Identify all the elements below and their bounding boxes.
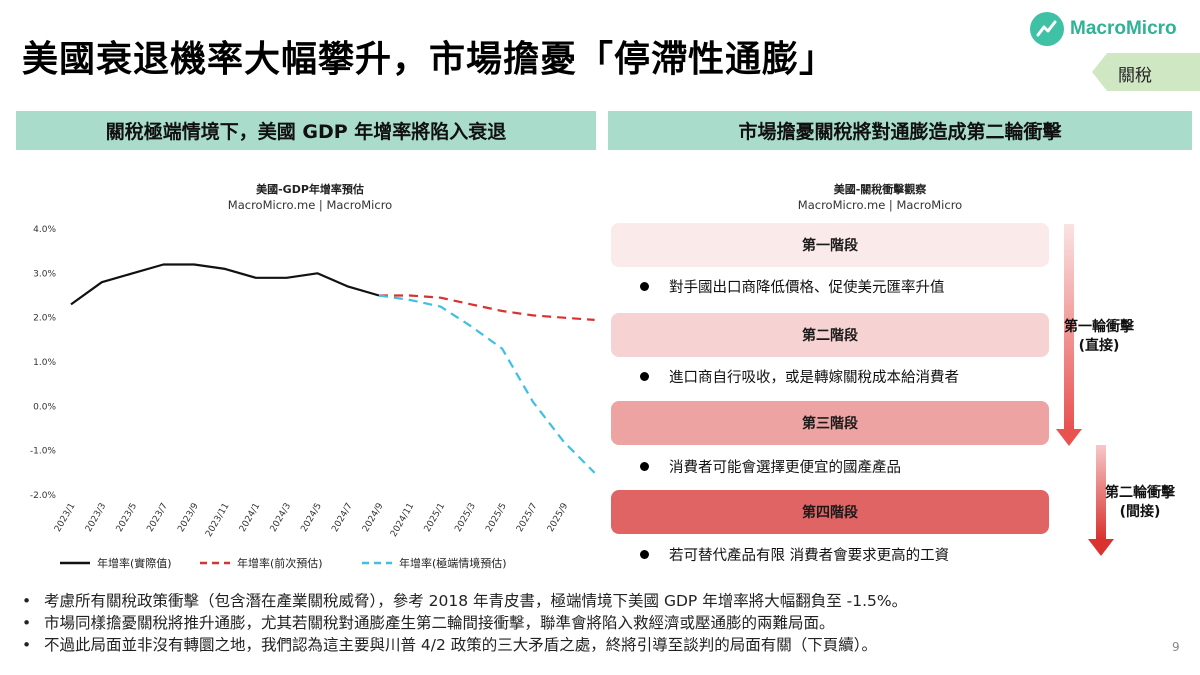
logo-text: MacroMicro bbox=[1070, 18, 1177, 39]
bullet-dot-icon bbox=[640, 462, 649, 471]
series-line-2 bbox=[378, 294, 596, 474]
stage-3-box: 第三階段 bbox=[611, 401, 1049, 445]
stage-2-text: 進口商自行吸收，或是轉嫁關稅成本給消費者 bbox=[669, 370, 959, 386]
note-item: • 市場同樣擔憂關稅將推升通膨，尤其若關稅對通膨產生第二輪間接衝擊，聯準會將陷入救… bbox=[22, 614, 835, 632]
logo-chart-icon bbox=[1030, 12, 1064, 46]
y-tick-label: 2.0% bbox=[33, 314, 56, 324]
x-tick-label: 2025/5 bbox=[484, 502, 508, 534]
y-tick-label: -2.0% bbox=[30, 491, 57, 501]
x-tick-label: 2025/7 bbox=[515, 502, 539, 534]
logo: MacroMicro bbox=[1030, 12, 1177, 46]
diagram-source: MacroMicro.me | MacroMicro bbox=[797, 198, 963, 212]
chart-title: 美國-GDP年增率預估 bbox=[256, 183, 364, 196]
note-item: • 不過此局面並非沒有轉圜之地，我們認為這主要與川普 4/2 政策的三大矛盾之處，… bbox=[22, 636, 878, 654]
x-tick-label: 2023/5 bbox=[115, 502, 139, 534]
x-tick-label: 2023/9 bbox=[176, 501, 201, 534]
y-tick-label: 0.0% bbox=[33, 402, 56, 412]
x-tick-label: 2023/1 bbox=[53, 502, 77, 534]
x-tick-label: 2024/11 bbox=[389, 502, 416, 539]
stage-1-text: 對手國出口商降低價格、促使美元匯率升值 bbox=[669, 280, 945, 296]
y-tick-label: 4.0% bbox=[33, 225, 56, 235]
stage-1-box: 第一階段 bbox=[611, 223, 1049, 267]
first-round-arrow-icon bbox=[1056, 224, 1082, 446]
chart-source: MacroMicro.me | MacroMicro bbox=[227, 198, 393, 212]
second-round-label: 第二輪衝擊 (間接) bbox=[1105, 485, 1175, 520]
diagram-title: 美國-關稅衝擊觀察 bbox=[833, 183, 927, 196]
stage-1-bullet: 對手國出口商降低價格、促使美元匯率升值 bbox=[640, 276, 945, 297]
stage-2-bullet: 進口商自行吸收，或是轉嫁關稅成本給消費者 bbox=[640, 366, 959, 387]
x-tick-label: 2025/9 bbox=[546, 501, 571, 534]
footnotes: • 考慮所有關稅政策衝擊（包含潛在產業關稅威脅），參考 2018 年青皮書，極端情… bbox=[22, 590, 1172, 656]
x-tick-label: 2024/9 bbox=[361, 501, 386, 534]
right-section-header: 市場擔憂關稅將對通膨造成第二輪衝擊 bbox=[608, 111, 1192, 150]
x-tick-label: 2024/7 bbox=[330, 502, 354, 534]
left-section-header: 關稅極端情境下，美國 GDP 年增率將陷入衰退 bbox=[16, 111, 596, 150]
bullet-dot-icon bbox=[640, 550, 649, 559]
x-tick-label: 2024/3 bbox=[269, 502, 293, 534]
y-tick-label: 1.0% bbox=[33, 358, 56, 368]
bullet-dot-icon bbox=[640, 372, 649, 381]
stage-3-text: 消費者可能會選擇更便宜的國產產品 bbox=[669, 460, 901, 476]
gdp-line-chart: 4.0% 3.0% 2.0% 1.0% 0.0% -1.0% -2.0%2023/1 2023… bbox=[30, 225, 596, 570]
x-tick-label: 2023/11 bbox=[204, 502, 231, 539]
second-round-arrow-icon bbox=[1088, 445, 1114, 556]
y-tick-label: -1.0% bbox=[30, 447, 57, 457]
page-number: 9 bbox=[1172, 640, 1180, 654]
legend-label-2: 年增率(極端情境預估) bbox=[399, 556, 507, 570]
note-item: • 考慮所有關稅政策衝擊（包含潛在產業關稅威脅），參考 2018 年青皮書，極端情… bbox=[22, 592, 908, 610]
stage-4-bullet: 若可替代產品有限 消費者會要求更高的工資 bbox=[640, 544, 949, 565]
legend-label-1: 年增率(前次預估) bbox=[237, 556, 323, 570]
stage-2-box: 第二階段 bbox=[611, 313, 1049, 357]
page-title: 美國衰退機率大幅攀升，市場擔憂「停滯性通膨」 bbox=[22, 39, 837, 80]
stage-4-box: 第四階段 bbox=[611, 490, 1049, 534]
series-line-0 bbox=[70, 263, 380, 306]
topic-tag-label: 關稅 bbox=[1118, 66, 1152, 86]
series-line-1 bbox=[379, 294, 595, 321]
x-tick-label: 2024/5 bbox=[300, 502, 324, 534]
stage-4-text: 若可替代產品有限 消費者會要求更高的工資 bbox=[669, 548, 950, 564]
legend-label-0: 年增率(實際值) bbox=[97, 556, 172, 570]
first-round-label: 第一輪衝擊 (直接) bbox=[1064, 319, 1134, 354]
bullet-dot-icon bbox=[640, 282, 649, 291]
x-tick-label: 2025/3 bbox=[454, 502, 478, 534]
x-tick-label: 2023/7 bbox=[146, 502, 170, 534]
x-tick-label: 2024/1 bbox=[238, 502, 262, 534]
stage-3-bullet: 消費者可能會選擇更便宜的國產產品 bbox=[640, 456, 901, 477]
x-tick-label: 2023/3 bbox=[84, 502, 108, 534]
topic-tag: 關稅 bbox=[1092, 53, 1200, 91]
y-tick-label: 3.0% bbox=[33, 269, 56, 279]
x-tick-label: 2025/1 bbox=[423, 502, 447, 534]
